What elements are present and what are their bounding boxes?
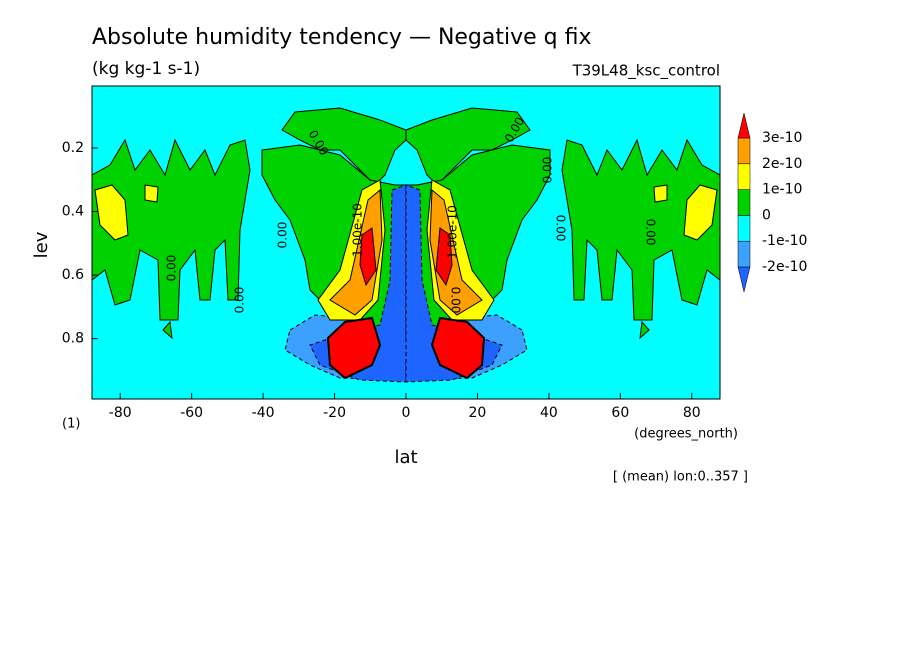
colorbar-label: -1e-10 [762,233,807,249]
contour-label: 0.00 [233,287,247,314]
colorbar-label: -2e-10 [762,259,807,275]
x-units: (degrees_north) [634,427,738,442]
contour-label: 0.00 [449,287,463,314]
x-tick-label: 60 [611,405,629,421]
colorbar-box [737,215,751,242]
x-tick-label: -40 [252,405,275,421]
colorbar-label: 0 [762,207,771,223]
x-tick-label: -20 [323,405,346,421]
colorbar-label: 2e-10 [762,156,802,172]
contour-label: 1.00e-10 [351,203,365,257]
colorbar-box [737,240,751,268]
contour-label: 0.00 [541,157,555,184]
contour-label: 0.00 [276,222,290,249]
y-units: (1) [62,417,80,432]
y-axis-label: lev [31,231,52,258]
colorbar-label: 3e-10 [762,130,802,146]
colorbar-box [737,163,751,190]
colorbar-box [737,189,751,216]
subtitle: (kg kg-1 s-1) [92,59,200,79]
x-axis-label: lat [394,447,417,468]
colorbar-label: 1e-10 [762,182,802,198]
x-tick-label: 40 [540,405,558,421]
x-tick-label: -60 [180,405,203,421]
contour-label: 0.00 [644,219,658,246]
y-tick-label: 0.8 [62,331,84,347]
contour-label: 1.00e-10 [446,205,460,259]
y-tick-label: 0.4 [62,204,84,220]
colorbar-box [737,137,751,165]
contour-label: 0.00 [554,215,568,242]
x-tick-label: 20 [469,405,487,421]
y-tick-label: 0.6 [62,267,84,283]
chart-title: Absolute humidity tendency — Negative q … [92,25,592,50]
x-tick-label: -80 [109,405,132,421]
y-tick-label: 0.2 [62,140,84,156]
contour-label: 0.00 [165,255,179,282]
x-tick-label: 80 [683,405,701,421]
footnote: [ (mean) lon:0..357 ] [613,470,748,485]
run-label: T39L48_ksc_control [572,62,720,81]
colorbar-triangle [737,112,751,139]
x-tick-label: 0 [402,405,411,421]
colorbar-triangle [737,266,751,293]
